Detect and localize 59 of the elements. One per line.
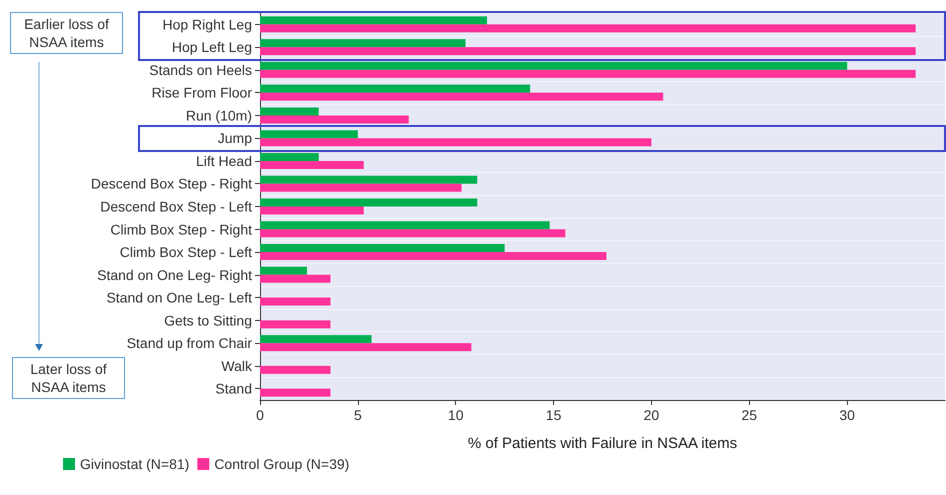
bar (260, 252, 606, 260)
bar (260, 160, 364, 169)
bar (260, 152, 319, 161)
bar (260, 198, 478, 206)
x-tick-label: 10 (448, 407, 464, 423)
bar (260, 115, 409, 124)
y-tick-label: Stand (215, 380, 252, 397)
y-tick-label: Lift Head (196, 152, 252, 169)
x-tick-label: 25 (741, 407, 758, 423)
legend-label: Givinostat (N=81) (80, 456, 190, 472)
x-tick-label: 5 (354, 407, 362, 423)
y-tick-label: Jump (218, 130, 252, 146)
bar (260, 130, 358, 138)
bar (260, 388, 330, 397)
x-tick-label: 15 (546, 407, 562, 423)
bar (260, 320, 330, 328)
x-axis-title: % of Patients with Failure in NSAA items (468, 435, 738, 452)
bar (260, 107, 319, 116)
y-tick-label: Climb Box Step - Left (120, 244, 252, 260)
bar (260, 39, 466, 48)
bar (260, 70, 916, 78)
bar (260, 84, 530, 93)
bar (260, 343, 472, 352)
bar (260, 366, 330, 374)
bar (260, 335, 372, 344)
bar (260, 176, 478, 184)
bar (260, 16, 488, 24)
x-tick-label: 0 (256, 407, 264, 423)
text: Earlier loss of NSAA items (10, 12, 123, 54)
bar (260, 221, 550, 230)
y-tick-label: Stand up from Chair (126, 335, 252, 352)
legend-label: Control Group (N=39) (214, 456, 350, 472)
bar (260, 206, 364, 214)
y-tick-label: Rise From Floor (152, 84, 252, 101)
bar (260, 24, 916, 32)
bar (260, 62, 848, 70)
y-tick-label: Run (10m) (186, 107, 252, 124)
text: Later loss of NSAA items (12, 357, 125, 399)
y-tick-label: Hop Left Leg (172, 39, 252, 56)
bar (260, 266, 307, 275)
bar (260, 298, 330, 306)
bar (260, 47, 916, 56)
y-tick-label: Stand on One Leg- Right (97, 266, 252, 283)
bar (260, 92, 664, 101)
bar (260, 138, 652, 146)
y-tick-label: Descend Box Step - Left (100, 198, 252, 214)
y-tick-label: Descend Box Step - Right (90, 176, 252, 192)
bar (260, 274, 330, 283)
y-tick-label: Walk (221, 358, 253, 374)
y-tick-label: Climb Box Step - Right (110, 221, 252, 238)
y-tick-label: Gets to Sitting (164, 312, 252, 328)
y-tick-label: Stands on Heels (149, 62, 252, 78)
y-tick-label: Hop Right Leg (162, 16, 252, 32)
x-tick-label: 20 (644, 407, 660, 423)
x-tick-label: 30 (839, 407, 856, 423)
bar (260, 229, 566, 238)
bar (260, 244, 505, 252)
y-tick-label: Stand on One Leg- Left (106, 290, 252, 306)
bar (260, 184, 462, 192)
